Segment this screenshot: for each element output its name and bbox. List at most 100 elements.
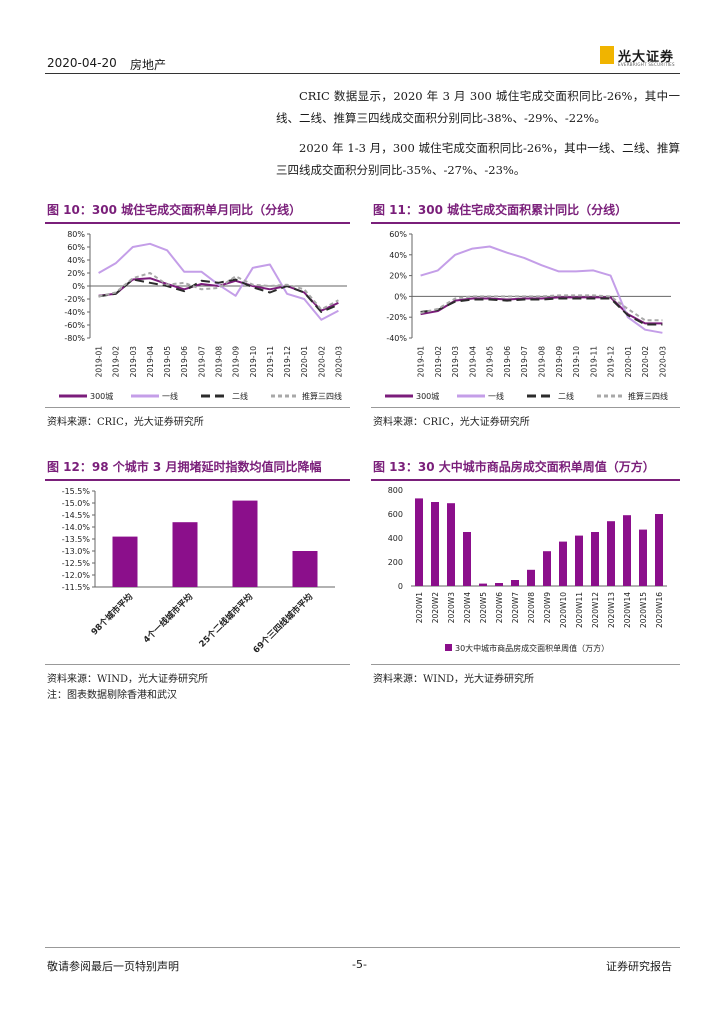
page-number: -5- — [352, 958, 367, 971]
series-line-3 — [98, 272, 339, 311]
x-tick-label: 2020W12 — [591, 592, 600, 628]
y-tick-label: 400 — [388, 534, 403, 543]
x-tick-label: 2020W9 — [543, 592, 552, 624]
bar-11 — [591, 532, 599, 586]
bar-3 — [463, 532, 471, 586]
y-tick-label: 0% — [394, 292, 407, 301]
fig12-chart: -15.5% -15.0% -14.5% -14.0% -13.5% -13.0% -12.… — [62, 487, 335, 656]
bar-4 — [479, 583, 487, 586]
fig11-source-rule — [371, 407, 680, 408]
legend-label-3: 推算三四线 — [628, 391, 668, 401]
legend-label: 30大中城市商品房成交面积单周值（万方） — [455, 643, 609, 653]
y-tick-label: -12.0% — [62, 571, 91, 580]
x-tick-label: 2020W2 — [431, 592, 440, 624]
series-line-1 — [98, 242, 339, 321]
x-tick-label: 2020W10 — [559, 592, 568, 628]
y-tick-label: -40% — [64, 308, 85, 317]
x-tick-label: 2019-01 — [417, 346, 426, 378]
bar-10 — [575, 535, 583, 586]
report-date: 2020-04-20 — [47, 56, 117, 70]
fig11-title-rule — [371, 222, 680, 224]
x-tick-label: 2020-01 — [300, 346, 309, 378]
series-line-2 — [98, 278, 339, 313]
y-tick-label: 20% — [389, 272, 407, 281]
legend-label-0: 300城 — [90, 392, 113, 401]
x-tick-label: 2020W14 — [623, 592, 632, 628]
y-tick-label: -14.5% — [62, 511, 91, 520]
paragraph-1: CRIC 数据显示，2020 年 3 月 300 城住宅成交面积同比-26%，其… — [276, 89, 680, 125]
x-tick-label: 69个三四线城市平均 — [251, 591, 316, 656]
x-tick-label: 2020W6 — [495, 592, 504, 624]
x-tick-label: 2019-10 — [249, 346, 258, 378]
bar-7 — [527, 569, 535, 586]
fig12-title-rule — [45, 479, 350, 481]
x-tick-label: 2020-01 — [624, 346, 633, 378]
x-tick-label: 2020W3 — [447, 592, 456, 624]
fig10-title: 图 10：300 城住宅成交面积单月同比（分线） — [47, 203, 302, 217]
fig13-source-rule — [371, 664, 680, 665]
y-tick-label: -12.5% — [62, 559, 91, 568]
x-tick-label: 2020W13 — [607, 592, 616, 628]
x-tick-label: 2020W1 — [415, 592, 424, 624]
x-tick-label: 2019-02 — [112, 346, 121, 378]
y-tick-label: -80% — [64, 334, 85, 343]
x-tick-label: 2020W5 — [479, 592, 488, 624]
y-tick-label: 60% — [67, 243, 85, 252]
footer-disclaimer: 敬请参阅最后一页特别声明 — [47, 960, 179, 973]
y-tick-label: -60% — [64, 321, 85, 330]
legend-label-1: 一线 — [162, 391, 178, 401]
x-tick-label: 2019-09 — [232, 346, 241, 378]
fig13-source: 资料来源：WIND，光大证券研究所 — [373, 674, 534, 685]
y-tick-label: 60% — [389, 230, 407, 239]
legend-swatch — [445, 644, 452, 651]
x-tick-label: 2019-06 — [180, 346, 189, 378]
footer-report-type: 证券研究报告 — [606, 960, 672, 973]
x-tick-label: 2019-03 — [451, 346, 460, 378]
bar-0 — [112, 536, 138, 587]
fig11-chart: 60% 40% 20% 0% -20% -40% 2019-01 2019-02 2019-03… — [385, 230, 671, 401]
x-tick-label: 2019-05 — [163, 346, 172, 378]
x-tick-label: 2019-06 — [503, 346, 512, 378]
legend-label-3: 推算三四线 — [302, 391, 342, 401]
bar-12 — [607, 521, 615, 586]
y-tick-label: 200 — [388, 558, 403, 567]
bar-1 — [172, 522, 198, 587]
fig10-source-rule — [45, 407, 350, 408]
header-divider — [45, 73, 680, 74]
x-tick-label: 2019-10 — [572, 346, 581, 378]
y-tick-label: 0% — [72, 282, 85, 291]
brand-logo-icon — [600, 46, 614, 64]
bar-2 — [232, 500, 258, 587]
footer-divider — [45, 947, 680, 948]
x-tick-label: 2020W16 — [655, 592, 664, 628]
x-tick-label: 2019-03 — [129, 346, 138, 378]
y-tick-label: 40% — [67, 256, 85, 265]
series-line-3 — [420, 294, 663, 322]
x-tick-label: 4个一线城市平均 — [141, 591, 195, 645]
x-tick-label: 2019-01 — [95, 346, 104, 378]
legend-label-2: 二线 — [232, 391, 248, 401]
y-tick-label: 80% — [67, 230, 85, 239]
x-tick-label: 2019-08 — [215, 346, 224, 378]
x-tick-label: 2019-11 — [589, 346, 598, 378]
x-tick-label: 2019-12 — [283, 346, 292, 378]
x-tick-label: 2020W11 — [575, 592, 584, 628]
fig12-note: 注：图表数据剔除香港和武汉 — [47, 690, 177, 701]
fig13-title-rule — [371, 479, 680, 481]
y-tick-label: 40% — [389, 251, 407, 260]
x-tick-label: 2019-04 — [468, 346, 477, 378]
x-tick-label: 2020-03 — [334, 346, 343, 378]
x-tick-label: 2020-02 — [641, 346, 650, 378]
bar-1 — [431, 502, 439, 586]
y-tick-label: 600 — [388, 510, 403, 519]
fig12-source: 资料来源：WIND，光大证券研究所 — [47, 674, 208, 685]
x-tick-label: 2020-03 — [658, 346, 667, 378]
x-tick-label: 2020-02 — [317, 346, 326, 378]
x-tick-label: 2020W7 — [511, 592, 520, 624]
y-tick-label: -20% — [64, 295, 85, 304]
y-tick-label: -15.0% — [62, 499, 91, 508]
x-tick-label: 2019-02 — [434, 346, 443, 378]
brand-name: 光大证券 — [618, 50, 675, 65]
x-tick-label: 2020W4 — [463, 592, 472, 624]
bar-14 — [639, 529, 647, 586]
